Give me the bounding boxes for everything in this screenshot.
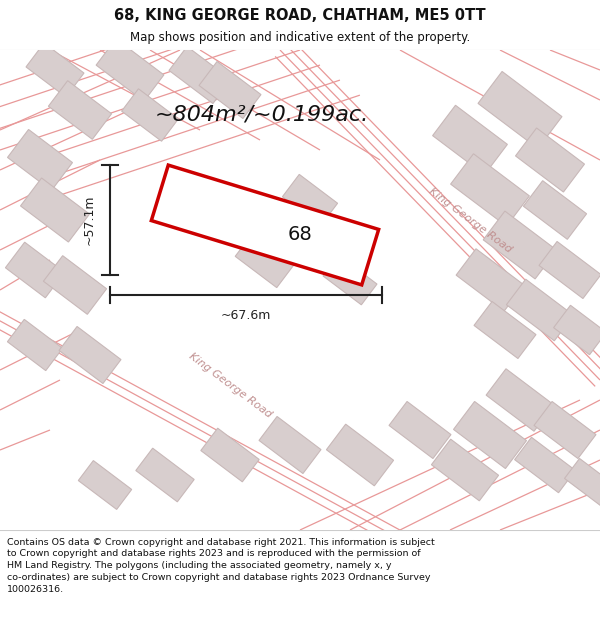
Polygon shape xyxy=(554,305,600,355)
Polygon shape xyxy=(79,461,131,509)
Polygon shape xyxy=(474,301,536,359)
Polygon shape xyxy=(534,401,596,459)
Polygon shape xyxy=(483,211,557,279)
Polygon shape xyxy=(565,459,600,506)
Text: Map shows position and indicative extent of the property.: Map shows position and indicative extent… xyxy=(130,31,470,44)
Text: ~67.6m: ~67.6m xyxy=(221,309,271,322)
Polygon shape xyxy=(515,438,575,493)
Text: ~57.1m: ~57.1m xyxy=(83,195,96,245)
Polygon shape xyxy=(389,401,451,459)
Polygon shape xyxy=(283,174,338,226)
Polygon shape xyxy=(7,319,62,371)
Polygon shape xyxy=(122,89,178,141)
Polygon shape xyxy=(523,181,587,239)
Text: King George Road: King George Road xyxy=(187,351,273,419)
Polygon shape xyxy=(199,61,261,119)
Polygon shape xyxy=(539,241,600,299)
Polygon shape xyxy=(151,165,379,285)
Polygon shape xyxy=(259,416,321,474)
Polygon shape xyxy=(201,428,259,482)
Polygon shape xyxy=(43,256,107,314)
Polygon shape xyxy=(136,448,194,502)
Polygon shape xyxy=(326,424,394,486)
Polygon shape xyxy=(451,154,529,226)
Text: Contains OS data © Crown copyright and database right 2021. This information is : Contains OS data © Crown copyright and d… xyxy=(7,538,435,594)
Polygon shape xyxy=(169,46,231,104)
Polygon shape xyxy=(433,105,508,175)
Polygon shape xyxy=(26,43,84,97)
Text: ~804m²/~0.199ac.: ~804m²/~0.199ac. xyxy=(155,105,369,125)
Polygon shape xyxy=(323,255,377,305)
Polygon shape xyxy=(506,279,574,341)
Polygon shape xyxy=(515,128,584,192)
Polygon shape xyxy=(8,129,73,191)
Polygon shape xyxy=(431,439,499,501)
Polygon shape xyxy=(478,71,562,149)
Polygon shape xyxy=(59,326,121,384)
Polygon shape xyxy=(235,232,295,288)
Text: 68: 68 xyxy=(287,226,313,244)
Polygon shape xyxy=(454,401,526,469)
Polygon shape xyxy=(20,178,89,242)
Polygon shape xyxy=(5,242,65,298)
Polygon shape xyxy=(49,81,112,139)
Text: King George Road: King George Road xyxy=(427,186,513,254)
Polygon shape xyxy=(486,369,554,431)
Polygon shape xyxy=(456,249,524,311)
Text: 68, KING GEORGE ROAD, CHATHAM, ME5 0TT: 68, KING GEORGE ROAD, CHATHAM, ME5 0TT xyxy=(114,8,486,22)
Polygon shape xyxy=(96,39,164,101)
